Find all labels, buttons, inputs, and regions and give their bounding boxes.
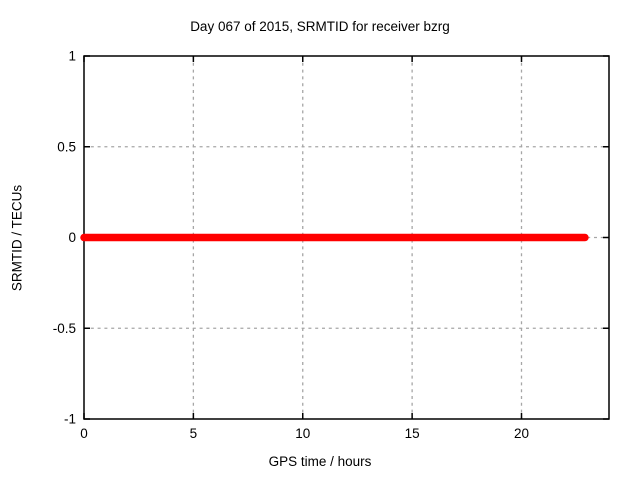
x-tick-label: 10 (295, 426, 310, 441)
y-tick-label: -1 (64, 412, 76, 427)
y-tick-label: 0.5 (57, 139, 76, 154)
x-tick-label: 20 (514, 426, 529, 441)
x-axis-label: GPS time / hours (268, 454, 372, 469)
chart-title: Day 067 of 2015, SRMTID for receiver bzr… (190, 19, 450, 34)
y-tick-label: -0.5 (53, 321, 76, 336)
y-tick-label: 1 (68, 49, 76, 64)
x-tick-label: 15 (405, 426, 420, 441)
x-tick-label: 5 (190, 426, 198, 441)
y-axis-label: SRMTID / TECUs (9, 184, 25, 292)
y-tick-label: 0 (68, 230, 76, 245)
x-tick-label: 0 (80, 426, 88, 441)
